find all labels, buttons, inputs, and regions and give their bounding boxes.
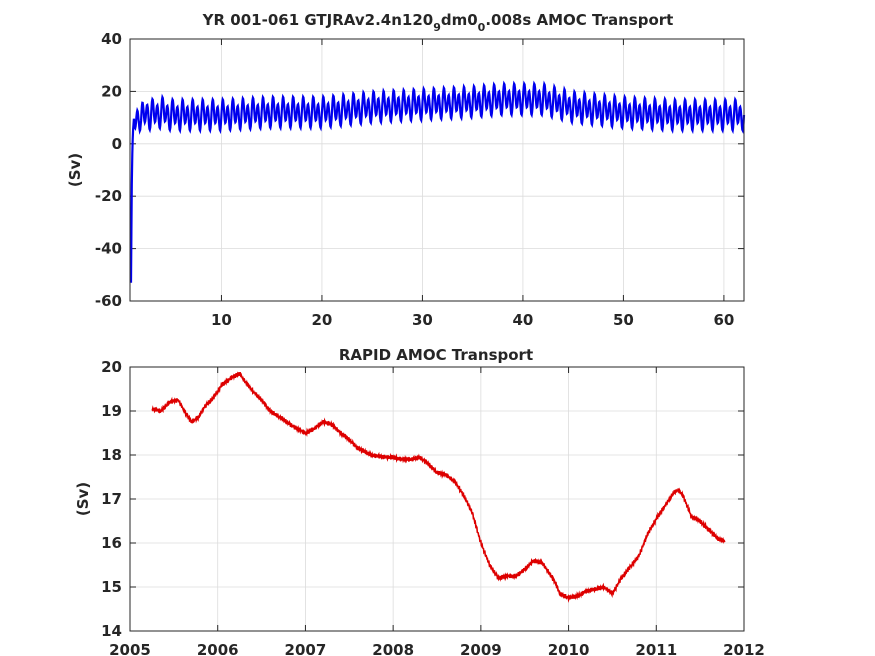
x-tick-label: 50 xyxy=(613,311,634,329)
y-tick-label: 40 xyxy=(101,30,122,48)
x-tick-label: 20 xyxy=(312,311,333,329)
rapid-amoc-y-axis-label: (Sv) xyxy=(74,482,92,516)
y-tick-label: 18 xyxy=(101,446,122,464)
x-tick-label: 2012 xyxy=(723,641,765,656)
model-amoc-panel: YR 001-061 GTJRAv2.4n1209dm00.008s AMOC … xyxy=(66,11,746,329)
y-tick-label: 14 xyxy=(101,622,122,640)
y-tick-label: 0 xyxy=(112,135,122,153)
model-amoc-axes-box xyxy=(129,38,745,302)
y-tick-label: -40 xyxy=(95,240,122,258)
x-tick-label: 2008 xyxy=(372,641,414,656)
model-amoc-title: YR 001-061 GTJRAv2.4n1209dm00.008s AMOC … xyxy=(202,11,674,34)
x-tick-label: 60 xyxy=(713,311,734,329)
rapid-amoc-tick-labels: 2005 2006 2007 2008 2009 2010 2011 2012 14 15 16 17… xyxy=(101,358,765,656)
y-tick-label: 20 xyxy=(101,358,122,376)
model-amoc-y-axis-label: (Sv) xyxy=(66,153,84,187)
x-tick-label: 2005 xyxy=(109,641,151,656)
rapid-amoc-title: RAPID AMOC Transport xyxy=(339,346,533,364)
x-tick-label: 40 xyxy=(512,311,533,329)
rapid-amoc-grid xyxy=(129,366,745,632)
y-tick-label: -20 xyxy=(95,187,122,205)
y-tick-label: 15 xyxy=(101,578,122,596)
y-tick-label: 19 xyxy=(101,402,122,420)
x-tick-label: 2007 xyxy=(285,641,327,656)
model-amoc-series-line xyxy=(129,80,746,283)
y-tick-label: -60 xyxy=(95,292,122,310)
x-tick-label: 2006 xyxy=(197,641,239,656)
y-tick-label: 20 xyxy=(101,82,122,100)
rapid-amoc-axes-box xyxy=(129,366,745,632)
rapid-amoc-series-line xyxy=(151,371,726,603)
x-tick-label: 2009 xyxy=(460,641,502,656)
x-tick-label: 30 xyxy=(412,311,433,329)
rapid-amoc-panel: RAPID AMOC Transport 2005 2006 2007 2008 200… xyxy=(74,346,765,656)
x-tick-label: 2011 xyxy=(635,641,677,656)
model-amoc-tick-labels: 10 20 30 40 50 60 -60 -40 -20 0 20 40 xyxy=(95,30,744,329)
x-tick-label: 2010 xyxy=(548,641,590,656)
model-amoc-grid xyxy=(130,38,744,302)
y-tick-label: 16 xyxy=(101,534,122,552)
y-tick-label: 17 xyxy=(101,490,122,508)
x-tick-label: 10 xyxy=(211,311,232,329)
